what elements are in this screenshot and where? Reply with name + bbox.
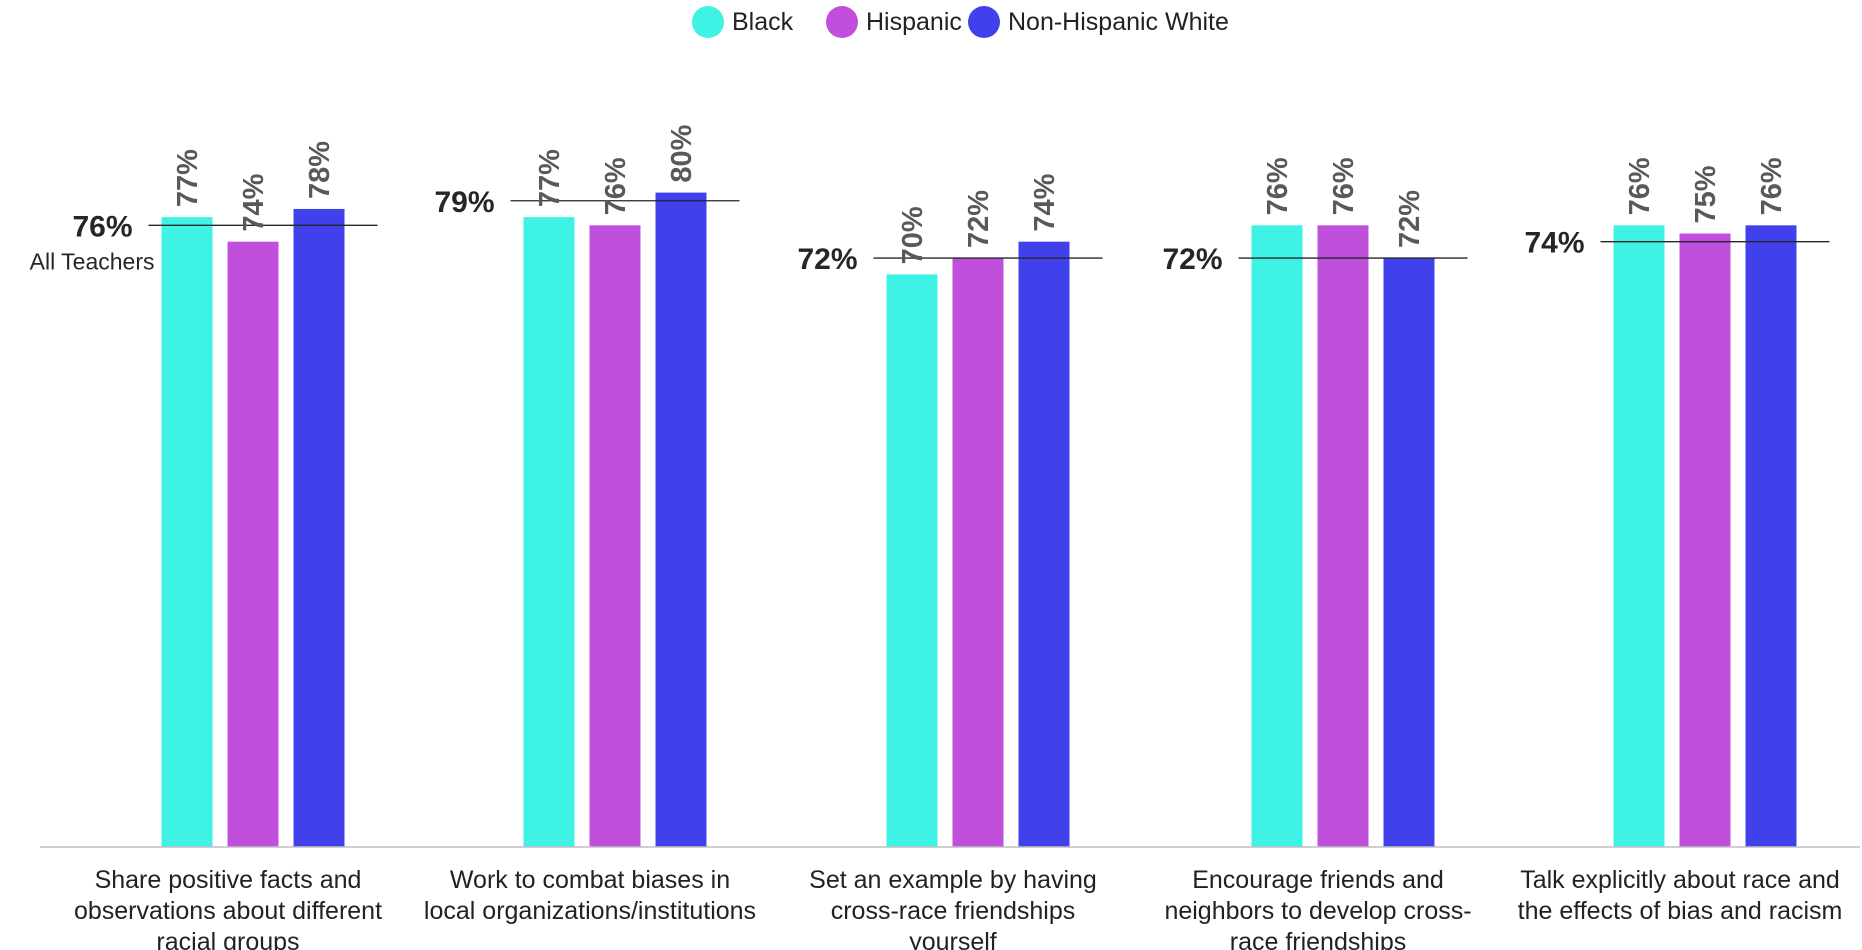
- value-label-2-1: 72%: [963, 190, 995, 248]
- category-label-line: yourself: [909, 928, 997, 950]
- value-label-0-1: 74%: [238, 173, 270, 231]
- bar-2-0: [886, 274, 938, 847]
- category-label-line: race friendships: [1230, 928, 1406, 950]
- category-label-line: racial groups: [156, 928, 299, 950]
- value-label-1-1: 76%: [600, 157, 632, 215]
- bar-3-2: [1383, 258, 1435, 847]
- category-label-line: observations about different: [74, 897, 382, 925]
- category-label-line: Share positive facts and: [95, 866, 362, 894]
- legend-swatch-0: [692, 6, 724, 38]
- bar-4-0: [1613, 225, 1665, 847]
- legend-label-0: Black: [732, 8, 794, 36]
- value-label-0-0: 77%: [172, 149, 204, 207]
- bar-1-0: [523, 217, 575, 847]
- category-label-0: Share positive facts and observations abo…: [74, 866, 382, 950]
- bar-1-2: [655, 192, 707, 848]
- bar-0-2: [293, 208, 345, 847]
- category-label-line: local organizations/institutions: [424, 897, 756, 925]
- value-label-4-2: 76%: [1756, 157, 1788, 215]
- value-labels-layer: 77% 74% 78% 77% 76% 80% 70% 72% 74% 76% 76% 72% 76% 7…: [172, 124, 1788, 264]
- bar-4-2: [1745, 225, 1797, 847]
- reference-value-2: 72%: [797, 243, 857, 276]
- bar-0-1: [227, 241, 279, 847]
- category-label-2: Set an example by having cross-race frien…: [809, 866, 1097, 950]
- value-label-1-0: 77%: [534, 149, 566, 207]
- reference-value-3: 72%: [1162, 243, 1222, 276]
- bar-4-1: [1679, 233, 1731, 847]
- reference-value-0: 76%: [72, 210, 132, 243]
- value-label-2-0: 70%: [897, 206, 929, 264]
- category-label-line: Encourage friends and: [1192, 866, 1444, 894]
- category-label-4: Talk explicitly about race and the effect…: [1518, 866, 1843, 925]
- value-label-0-2: 78%: [304, 141, 336, 199]
- bar-3-0: [1251, 225, 1303, 847]
- legend-label-1: Hispanic: [866, 8, 962, 36]
- value-label-4-0: 76%: [1624, 157, 1656, 215]
- bar-0-0: [161, 217, 213, 847]
- category-label-line: Set an example by having: [809, 866, 1097, 894]
- value-label-4-1: 75%: [1690, 165, 1722, 223]
- category-label-line: neighbors to develop cross-: [1164, 897, 1471, 925]
- category-label-line: Work to combat biases in: [450, 866, 730, 894]
- reference-value-4: 74%: [1524, 227, 1584, 260]
- value-label-3-0: 76%: [1262, 157, 1294, 215]
- category-label-line: the effects of bias and racism: [1518, 897, 1843, 925]
- category-label-3: Encourage friends and neighbors to develo…: [1164, 866, 1471, 950]
- legend-swatch-2: [968, 6, 1000, 38]
- legend-swatch-1: [826, 6, 858, 38]
- value-label-3-1: 76%: [1328, 157, 1360, 215]
- category-label-line: cross-race friendships: [831, 897, 1076, 925]
- reference-lines-layer: 76% All Teachers 79% 72% 72% 74%: [30, 186, 1830, 276]
- bar-2-1: [952, 258, 1004, 847]
- value-label-2-2: 74%: [1029, 173, 1061, 231]
- reference-name: All Teachers: [30, 248, 155, 274]
- bars-layer: [161, 192, 1797, 848]
- category-label-line: Talk explicitly about race and: [1520, 866, 1840, 894]
- value-label-1-2: 80%: [666, 124, 698, 182]
- reference-value-1: 79%: [434, 186, 494, 219]
- legend: Black Hispanic Non-Hispanic White: [692, 6, 1229, 38]
- bar-3-1: [1317, 225, 1369, 847]
- legend-label-2: Non-Hispanic White: [1008, 8, 1229, 36]
- bar-1-1: [589, 225, 641, 847]
- category-label-1: Work to combat biases in local organizati…: [424, 866, 756, 925]
- bar-2-2: [1018, 241, 1070, 847]
- category-labels-layer: Share positive facts and observations abo…: [74, 866, 1842, 950]
- value-label-3-2: 72%: [1394, 190, 1426, 248]
